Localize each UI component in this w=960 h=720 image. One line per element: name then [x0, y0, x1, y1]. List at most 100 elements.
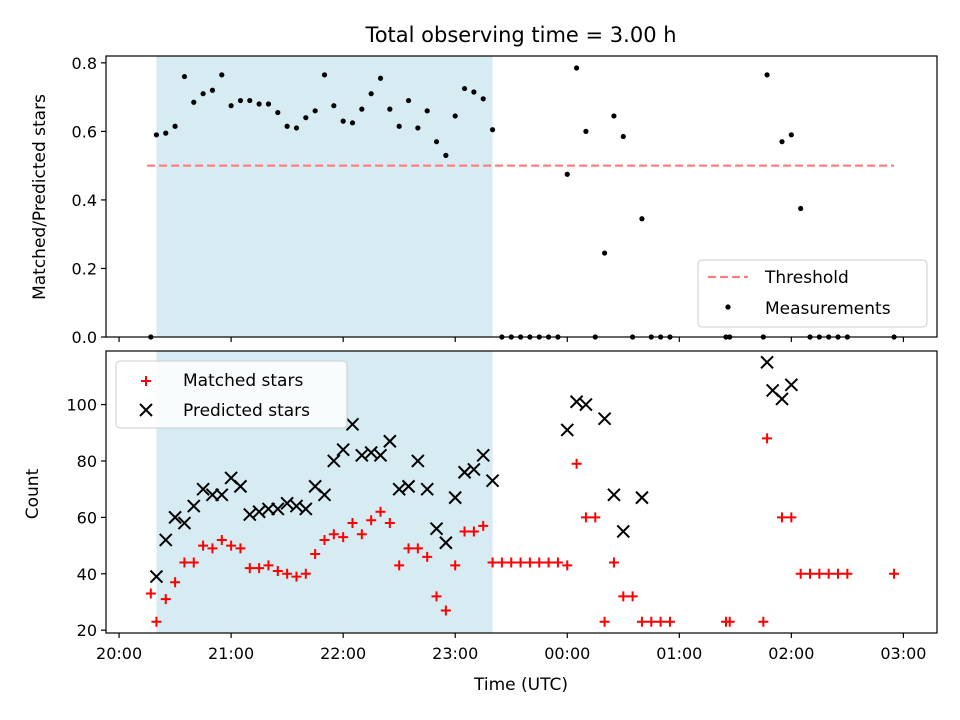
measurement-point	[620, 133, 626, 140]
matched-stars-point	[515, 557, 526, 568]
predicted-stars-point	[299, 502, 313, 516]
matched-stars-point	[599, 616, 610, 627]
measurement-point	[293, 125, 300, 131]
matched-stars-point	[254, 563, 265, 574]
predicted-stars-point	[168, 510, 182, 525]
measurement-point	[639, 216, 645, 222]
predicted-stars-point	[383, 434, 397, 448]
axes-frame	[105, 55, 938, 338]
legend-matched-label: Matched stars	[183, 371, 303, 391]
matched-stars-point	[571, 458, 582, 469]
matched-stars-point	[608, 557, 619, 568]
measurement-point	[331, 103, 337, 109]
matched-stars-point	[590, 512, 601, 523]
matched-stars-point	[347, 518, 358, 529]
predicted-stars-point	[760, 355, 774, 369]
measurement-point	[303, 115, 309, 121]
predicted-stars-point	[476, 448, 490, 463]
predicted-stars-point	[243, 507, 257, 522]
legend: Threshold Measurements	[697, 259, 928, 328]
predicted-stars-point	[392, 482, 406, 496]
matched-stars-point	[487, 557, 498, 568]
matched-stars-point	[394, 560, 405, 571]
measurement-point	[256, 101, 262, 107]
top-y-label: Matched/Predicted stars	[30, 94, 50, 300]
top-axes: 0.0 0.2 0.4 0.6 0.8 Threshold Measurements	[72, 54, 938, 347]
predicted-stars-point	[420, 482, 434, 496]
matched-stars-point	[226, 540, 237, 551]
y-tick-label: 0.2	[72, 259, 97, 278]
predicted-stars-point	[579, 397, 593, 412]
matched-stars-point	[618, 591, 629, 602]
predicted-stars-point	[439, 536, 453, 550]
y-tick-label: 80	[77, 452, 97, 471]
measurement-point	[265, 101, 272, 107]
matched-stars-point	[151, 616, 162, 627]
measurement-point	[396, 123, 402, 129]
matched-stars-point	[216, 534, 227, 545]
measurement-point	[602, 250, 608, 256]
measurement-point	[452, 113, 458, 119]
measurement-point	[405, 97, 412, 104]
measurement-point	[200, 91, 206, 97]
measurement-point	[247, 97, 253, 104]
matched-stars-point	[627, 591, 638, 602]
matched-stars-point	[412, 543, 423, 554]
matched-stars-point	[786, 512, 797, 523]
predicted-stars-point	[327, 454, 341, 468]
matched-stars-point	[823, 568, 834, 579]
matched-stars-point	[263, 560, 274, 571]
predicted-stars-point	[149, 569, 164, 584]
matched-stars-point	[375, 506, 386, 517]
matched-stars-point	[440, 605, 451, 616]
predicted-stars-point	[467, 462, 481, 477]
predicted-stars-point	[280, 496, 294, 510]
bottom-y-label: Count	[23, 468, 43, 519]
matched-stars-point	[758, 616, 769, 627]
measurement-point	[573, 65, 580, 71]
matched-stars-point	[366, 515, 377, 526]
matched-stars-point	[795, 568, 806, 579]
x-tick-label: 21:00	[208, 644, 254, 663]
measurement-point	[284, 123, 290, 129]
predicted-stars-point	[485, 474, 500, 488]
matched-stars-point	[160, 594, 171, 605]
matched-stars-point	[431, 591, 442, 602]
matched-stars-point	[319, 534, 330, 545]
x-tick-label: 22:00	[320, 644, 366, 663]
measurement-point	[443, 152, 449, 158]
x-tick-label: 20:00	[96, 644, 142, 663]
legend-measurements-swatch	[725, 304, 731, 310]
predicted-stars-point	[373, 448, 388, 463]
matched-stars-point	[170, 577, 181, 588]
matched-stars-point	[450, 560, 461, 571]
predicted-stars-point	[597, 411, 612, 426]
predicted-stars-point	[364, 445, 378, 460]
measurement-point	[779, 139, 785, 145]
matched-stars-point	[272, 565, 283, 576]
matched-stars-point	[506, 557, 517, 568]
matched-stars-point	[496, 557, 507, 568]
matched-stars-point	[338, 532, 349, 543]
predicted-stars-point	[252, 505, 266, 519]
x-tick-label: 03:00	[880, 644, 926, 663]
y-tick-label: 0.6	[72, 122, 97, 141]
predicted-stars-point	[233, 479, 248, 494]
measurement-point	[191, 99, 197, 105]
matched-stars-point	[403, 543, 414, 554]
y-tick-label: 40	[77, 565, 97, 584]
x-tick-label: 23:00	[432, 644, 478, 663]
matched-stars-point	[422, 551, 433, 562]
predicted-stars-point	[775, 392, 789, 406]
matched-stars-point	[310, 549, 321, 560]
predicted-stars-point	[457, 465, 472, 479]
predicted-stars-point	[448, 490, 462, 505]
predicted-stars-point	[159, 533, 173, 547]
measurement-point	[209, 87, 216, 93]
measurement-point	[228, 103, 234, 109]
legend-measurements-label: Measurements	[765, 299, 891, 319]
matched-stars-point	[724, 616, 735, 627]
matched-stars-point	[777, 512, 788, 523]
predicted-stars-point	[196, 482, 210, 496]
measurement-point	[798, 205, 804, 212]
